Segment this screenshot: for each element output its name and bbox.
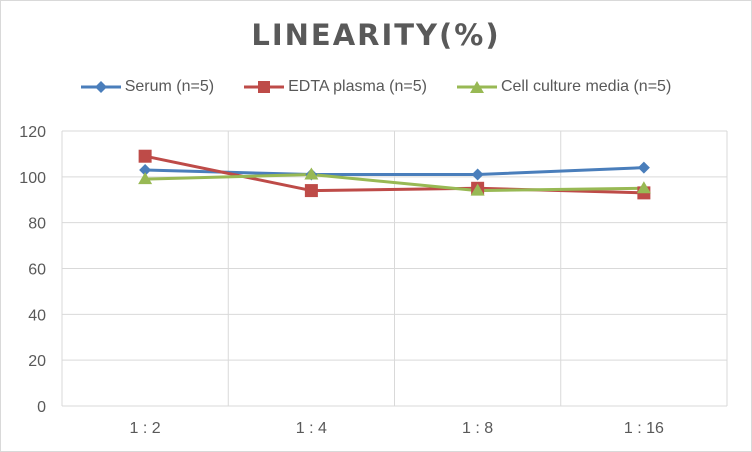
- legend-item-cell-culture-media: Cell culture media (n=5): [456, 78, 672, 96]
- y-tick-label: 60: [28, 262, 46, 279]
- y-tick-label: 0: [37, 399, 46, 416]
- x-tick-label: 1 : 4: [296, 420, 327, 437]
- y-tick-label: 40: [28, 307, 46, 324]
- y-tick-label: 100: [19, 170, 46, 187]
- legend-marker-cell-culture-media: [456, 81, 497, 93]
- data-point-triangle: [470, 183, 485, 196]
- legend: Serum (n=5) EDTA plasma (n=5) Cell cultu…: [0, 78, 752, 96]
- y-tick-label: 80: [28, 216, 46, 233]
- legend-marker-edta-plasma: [244, 81, 285, 93]
- series-line: [145, 173, 644, 193]
- data-point-triangle: [304, 167, 319, 180]
- legend-marker-serum: [80, 81, 121, 93]
- series-layer: [138, 149, 651, 200]
- legend-label-cell-culture-media: Cell culture media (n=5): [500, 78, 672, 95]
- legend-item-serum: Serum (n=5): [80, 78, 215, 96]
- data-point-square: [304, 184, 318, 198]
- chart-title: LINEARITY(%): [251, 18, 501, 52]
- data-point-square: [138, 149, 152, 163]
- y-tick-label: 20: [28, 353, 46, 370]
- data-point-triangle: [636, 181, 651, 194]
- axis-layer: 0 20 40 60 80 100 120 1 : 2 1 : 4 1 : 8 1 : 16: [19, 124, 664, 437]
- x-tick-label: 1 : 16: [624, 420, 664, 437]
- data-point-diamond: [637, 161, 650, 174]
- data-point-triangle: [138, 172, 153, 185]
- data-point-diamond: [471, 168, 484, 181]
- x-tick-label: 1 : 8: [462, 420, 493, 437]
- y-tick-label: 120: [19, 124, 46, 141]
- legend-label-serum: Serum (n=5): [124, 78, 215, 95]
- x-tick-label: 1 : 2: [130, 420, 161, 437]
- legend-item-edta-plasma: EDTA plasma (n=5): [244, 78, 427, 96]
- data-point-diamond: [139, 163, 152, 176]
- grid-layer: [61, 130, 728, 407]
- legend-label-edta-plasma: EDTA plasma (n=5): [288, 78, 427, 95]
